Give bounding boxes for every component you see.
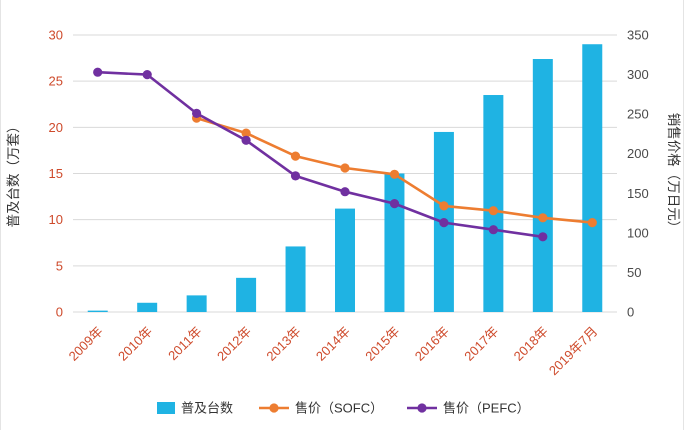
data-point-marker [93, 67, 103, 77]
legend: 普及台数 售价（SOFC） 售价（PEFC） [157, 401, 530, 416]
svg-text:2018年: 2018年 [511, 324, 551, 364]
right-axis-tick-labels: 0 50 100 150 200 250 300 350 [627, 28, 649, 320]
svg-text:200: 200 [627, 146, 649, 161]
svg-text:2011年: 2011年 [165, 324, 205, 364]
data-point-marker [439, 218, 449, 228]
bar [285, 246, 306, 312]
svg-text:300: 300 [627, 67, 649, 82]
svg-text:15: 15 [49, 166, 63, 181]
svg-text:2010年: 2010年 [115, 324, 155, 364]
svg-text:350: 350 [627, 28, 649, 43]
legend-swatch-marker [417, 403, 427, 413]
legend-item-0: 普及台数 [157, 401, 233, 416]
right-axis-title: 销售价格（万日元） [666, 113, 681, 235]
data-point-marker [192, 108, 202, 118]
legend-label: 普及台数 [181, 401, 233, 416]
svg-text:2013年: 2013年 [263, 324, 303, 364]
left-axis-title: 普及台数（万套） [6, 120, 21, 228]
data-point-marker [142, 70, 152, 80]
data-point-marker [587, 218, 597, 228]
data-point-marker [488, 206, 498, 216]
bar [137, 302, 158, 312]
bar [186, 295, 207, 312]
svg-text:2019年7月: 2019年7月 [546, 324, 601, 379]
bar [582, 44, 603, 312]
data-point-marker [290, 151, 301, 161]
bar [384, 173, 405, 312]
bar [335, 208, 355, 312]
legend-item-1: 售价（SOFC） [259, 401, 383, 416]
svg-text:150: 150 [627, 186, 649, 201]
bar-series-units [87, 44, 603, 313]
svg-text:100: 100 [627, 225, 649, 240]
line-series-pefc-price [93, 67, 548, 242]
svg-text:2014年: 2014年 [313, 324, 353, 364]
svg-text:30: 30 [49, 28, 63, 43]
svg-text:5: 5 [56, 258, 63, 273]
legend-label: 售价（PEFC） [443, 401, 530, 416]
legend-swatch-marker [269, 403, 279, 413]
svg-text:2017年: 2017年 [461, 324, 501, 364]
bar [532, 59, 553, 313]
svg-text:2009年: 2009年 [66, 324, 106, 364]
svg-text:25: 25 [49, 74, 63, 89]
data-point-marker [538, 232, 548, 242]
legend-swatch-bar [157, 402, 175, 414]
svg-text:2015年: 2015年 [362, 324, 402, 364]
bar [483, 95, 504, 313]
svg-text:50: 50 [627, 265, 641, 280]
data-point-marker [340, 187, 350, 197]
data-point-marker [439, 201, 449, 211]
bar [236, 277, 257, 312]
legend-label: 售价（SOFC） [295, 401, 383, 416]
svg-text:2016年: 2016年 [412, 324, 452, 364]
svg-text:20: 20 [49, 120, 63, 135]
svg-text:10: 10 [49, 212, 63, 227]
line-series-sofc-price [192, 113, 597, 228]
svg-text:2012年: 2012年 [214, 324, 254, 364]
legend-item-2: 售价（PEFC） [407, 401, 530, 416]
svg-text:250: 250 [627, 107, 649, 122]
data-point-marker [389, 199, 400, 209]
svg-text:0: 0 [627, 305, 634, 320]
data-point-marker [241, 128, 251, 138]
data-point-marker [340, 163, 350, 173]
x-axis-tick-labels: 2009年 2010年 2011年 2012年 2013年 2014年 2015年 2016年… [66, 324, 601, 379]
data-point-marker [538, 213, 548, 223]
svg-text:0: 0 [56, 305, 63, 320]
data-point-marker [389, 169, 400, 179]
bar [87, 310, 108, 312]
data-point-marker [241, 135, 251, 145]
left-axis-tick-labels: 0 5 10 15 20 25 30 [49, 28, 63, 320]
data-point-marker [290, 171, 301, 181]
data-point-marker [488, 225, 498, 235]
